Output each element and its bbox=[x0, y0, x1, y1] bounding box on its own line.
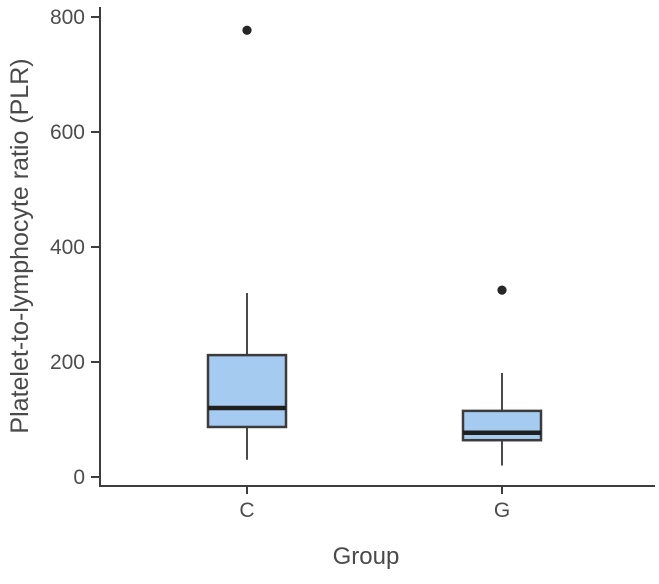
plot-layer: 0 200 400 600 800 C G bbox=[50, 6, 655, 522]
x-tick-label: G bbox=[494, 499, 510, 522]
y-tick-label: 400 bbox=[50, 236, 85, 259]
y-tick-label: 0 bbox=[73, 466, 85, 489]
x-tick-label: C bbox=[239, 499, 254, 522]
y-tick-label: 200 bbox=[50, 351, 85, 374]
y-axis-title: Platelet-to-lymphocyte ratio (PLR) bbox=[6, 58, 34, 433]
outlier-point-G bbox=[497, 285, 507, 295]
x-axis-title: Group bbox=[333, 543, 400, 570]
box-G bbox=[461, 409, 543, 442]
y-tick-label: 800 bbox=[50, 6, 85, 29]
y-tick-label: 600 bbox=[50, 121, 85, 144]
box-C bbox=[206, 353, 288, 429]
outlier-point-C bbox=[242, 25, 252, 35]
